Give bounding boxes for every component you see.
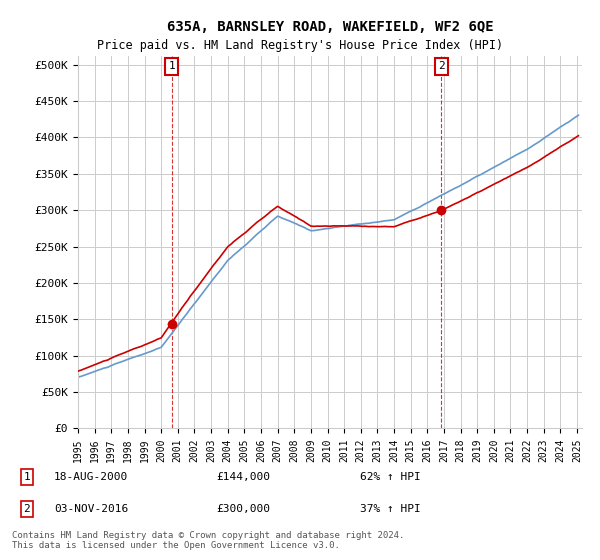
Text: 2: 2	[438, 61, 445, 71]
Text: £300,000: £300,000	[216, 504, 270, 514]
Title: 635A, BARNSLEY ROAD, WAKEFIELD, WF2 6QE: 635A, BARNSLEY ROAD, WAKEFIELD, WF2 6QE	[167, 20, 493, 34]
Text: 1: 1	[23, 472, 31, 482]
Text: £144,000: £144,000	[216, 472, 270, 482]
Text: 18-AUG-2000: 18-AUG-2000	[54, 472, 128, 482]
Text: Contains HM Land Registry data © Crown copyright and database right 2024.
This d: Contains HM Land Registry data © Crown c…	[12, 530, 404, 550]
Text: 1: 1	[168, 61, 175, 71]
Text: 62% ↑ HPI: 62% ↑ HPI	[360, 472, 421, 482]
Text: Price paid vs. HM Land Registry's House Price Index (HPI): Price paid vs. HM Land Registry's House …	[97, 39, 503, 53]
Text: 2: 2	[23, 504, 31, 514]
Text: 03-NOV-2016: 03-NOV-2016	[54, 504, 128, 514]
Text: 37% ↑ HPI: 37% ↑ HPI	[360, 504, 421, 514]
